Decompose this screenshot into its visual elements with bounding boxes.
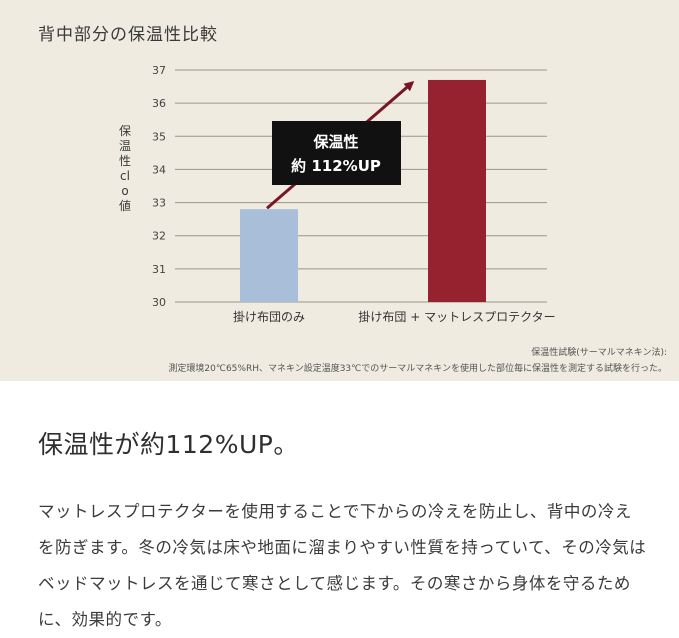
bars [240, 79, 486, 302]
y-tick-label: 36 [152, 97, 166, 110]
grid-lines [175, 69, 547, 303]
y-axis-label: 保温性clo値 [118, 124, 131, 213]
y-tick-label: 33 [152, 197, 166, 210]
bar [428, 79, 486, 302]
callout-line2: 約 112%UP [291, 157, 381, 175]
y-tick-label: 32 [152, 230, 166, 243]
x-axis-labels: 掛け布団のみ 掛け布団 + マットレスプロテクター [233, 309, 556, 324]
y-tick-label: 37 [152, 64, 166, 77]
y-tick-label: 30 [152, 296, 166, 309]
test-conditions-note: 測定環境20℃65%RH、マネキン設定温度33℃でのサーマルマネキンを使用した部… [168, 364, 667, 374]
x-tick-label: 掛け布団 + マットレスプロテクター [358, 309, 555, 324]
chart-panel: 背中部分の保温性比較 保温性clo値 30 31 32 33 34 35 36 37 掛け布団… [0, 0, 679, 381]
test-method-note: 保温性試験(サーマルマネキン法): [531, 348, 667, 358]
y-axis-ticks: 30 31 32 33 34 35 36 37 [152, 64, 166, 309]
y-tick-label: 31 [152, 263, 166, 276]
headline: 保温性が約112%UP。 [38, 430, 299, 459]
bar [240, 209, 298, 302]
y-tick-label: 35 [152, 130, 166, 143]
description-paragraph: マットレスプロテクターを使用することで下からの冷えを防止し、背中の冷えを防ぎます… [38, 502, 647, 629]
y-tick-label: 34 [152, 163, 166, 176]
bar-chart: 30 31 32 33 34 35 36 37 掛け布団のみ 掛け布団 + マットレスプロテクタ… [152, 64, 556, 324]
callout-box: 保温性 約 112%UP [272, 121, 401, 185]
callout-line1: 保温性 [312, 133, 358, 151]
chart-title: 背中部分の保温性比較 [38, 25, 218, 45]
x-tick-label: 掛け布団のみ [233, 309, 305, 324]
